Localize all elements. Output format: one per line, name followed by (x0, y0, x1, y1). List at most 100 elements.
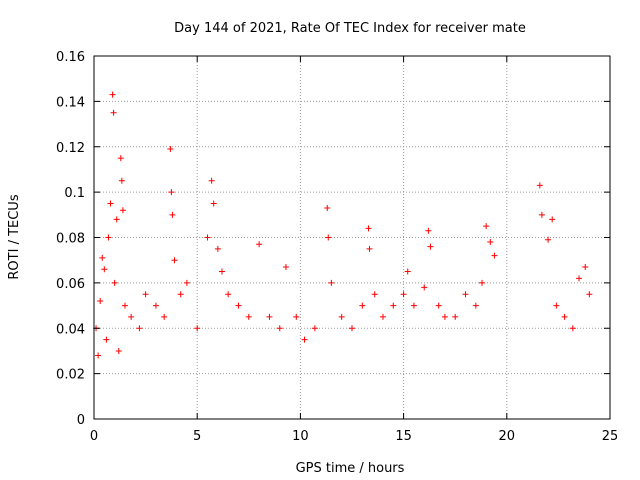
y-tick-label: 0.12 (56, 141, 85, 156)
data-point (105, 234, 112, 241)
data-point (427, 243, 434, 250)
x-tick-label: 5 (193, 429, 201, 444)
y-tick-label: 0.1 (64, 186, 85, 201)
data-point (210, 200, 217, 207)
data-point (325, 234, 332, 241)
chart-title: Day 144 of 2021, Rate Of TEC Index for r… (174, 21, 526, 36)
data-point (110, 109, 117, 116)
data-points (93, 91, 593, 359)
x-tick-label: 0 (90, 429, 98, 444)
data-point (553, 302, 560, 309)
data-point (324, 205, 331, 212)
x-tick-label: 25 (602, 429, 619, 444)
x-tick-label: 10 (292, 429, 309, 444)
data-point (183, 279, 190, 286)
data-point (266, 313, 273, 320)
data-point (117, 155, 124, 162)
data-point (536, 182, 543, 189)
data-point (545, 236, 552, 243)
data-point (425, 227, 432, 234)
x-tick-label: 20 (499, 429, 516, 444)
data-point (462, 291, 469, 298)
grid-lines (94, 56, 610, 419)
data-point (118, 177, 125, 184)
data-point (586, 291, 593, 298)
data-point (328, 279, 335, 286)
x-axis-title: GPS time / hours (296, 461, 405, 476)
data-point (538, 211, 545, 218)
y-tick-label: 0.08 (56, 232, 85, 247)
data-point (225, 291, 232, 298)
data-point (119, 207, 126, 214)
data-point (561, 313, 568, 320)
y-tick-label: 0.04 (56, 322, 85, 337)
data-point (218, 268, 225, 275)
data-point (121, 302, 128, 309)
data-point (142, 291, 149, 298)
data-point (379, 313, 386, 320)
data-point (359, 302, 366, 309)
data-point (349, 325, 355, 332)
data-point (214, 245, 221, 252)
data-point (177, 291, 184, 298)
y-tick-label: 0.16 (56, 50, 85, 65)
data-point (107, 200, 114, 207)
data-point (569, 325, 576, 332)
data-point (301, 336, 308, 343)
data-point (113, 216, 120, 223)
data-point (282, 263, 289, 270)
data-point (171, 257, 178, 264)
data-point (95, 352, 102, 359)
data-point (549, 216, 556, 223)
data-point (435, 302, 442, 309)
data-point (404, 268, 411, 275)
data-point (103, 336, 110, 343)
data-point (169, 211, 176, 218)
data-point (576, 275, 583, 282)
y-tick-label: 0.14 (56, 95, 85, 110)
data-point (256, 241, 263, 248)
x-tick-label: 15 (395, 429, 412, 444)
data-point (371, 291, 378, 298)
data-point (410, 302, 417, 309)
data-point (400, 291, 407, 298)
data-point (487, 239, 494, 246)
y-axis-title: ROTI / TECUs (7, 194, 22, 279)
data-point (208, 177, 215, 184)
data-point (245, 313, 252, 320)
data-point (161, 313, 168, 320)
data-point (99, 254, 106, 261)
data-point (293, 313, 300, 320)
data-point (97, 298, 104, 305)
data-point (204, 234, 211, 241)
data-point (390, 302, 397, 309)
data-point (479, 279, 486, 286)
data-point (101, 266, 108, 273)
data-point (235, 302, 242, 309)
data-point (365, 225, 372, 232)
axis-ticks: 0 5 10 15 20 25 0 0.02 0.04 0.06 0.08 0.1 0.12 0.14 0.… (56, 50, 618, 444)
data-point (136, 325, 143, 332)
data-point (128, 313, 135, 320)
data-point (483, 223, 490, 230)
y-tick-label: 0.02 (56, 368, 85, 383)
data-point (311, 325, 318, 332)
data-point (194, 325, 201, 332)
data-point (338, 313, 345, 320)
data-point (167, 146, 174, 153)
data-point (109, 91, 116, 98)
data-point (168, 189, 175, 196)
data-point (366, 245, 373, 252)
data-point (421, 284, 428, 291)
data-point (441, 313, 448, 320)
y-tick-label: 0.06 (56, 277, 85, 292)
data-point (472, 302, 479, 309)
data-point (111, 279, 118, 286)
data-point (276, 325, 283, 332)
data-point (152, 302, 159, 309)
data-point (452, 313, 459, 320)
data-point (582, 263, 589, 270)
data-point (115, 347, 122, 354)
data-point (491, 252, 498, 259)
y-tick-label: 0 (77, 413, 85, 428)
